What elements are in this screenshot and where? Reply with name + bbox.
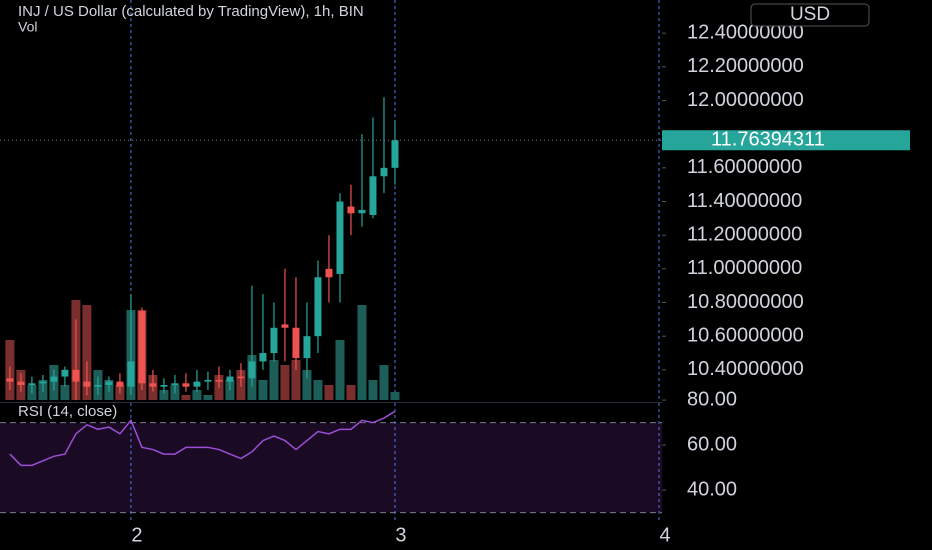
candle-body bbox=[226, 376, 234, 382]
rsi-tick-label: 80.00 bbox=[687, 388, 737, 410]
y-tick-label: 11.40000000 bbox=[687, 190, 802, 212]
candle-body bbox=[380, 167, 388, 177]
candle-body bbox=[237, 376, 245, 379]
candle-body bbox=[292, 327, 300, 359]
y-tick-label: 11.00000000 bbox=[687, 257, 802, 279]
candle-body bbox=[193, 381, 201, 387]
x-tick-label: 2 bbox=[131, 524, 142, 546]
currency-button[interactable] bbox=[750, 3, 870, 27]
candle-body bbox=[149, 383, 157, 387]
candle-body bbox=[182, 383, 190, 387]
candle-body bbox=[28, 383, 36, 385]
candle-body bbox=[105, 381, 113, 385]
volume-bar bbox=[269, 360, 279, 400]
volume-bar bbox=[302, 370, 312, 400]
candle-body bbox=[39, 381, 47, 384]
candle-body bbox=[6, 378, 14, 382]
y-tick-label: 12.40000000 bbox=[687, 21, 804, 43]
candle-body bbox=[248, 361, 256, 379]
volume-bar bbox=[203, 395, 213, 400]
candle-body bbox=[61, 369, 69, 377]
volume-bar bbox=[291, 360, 301, 400]
volume-bar bbox=[324, 385, 334, 400]
candle-body bbox=[127, 361, 135, 387]
candle-body bbox=[204, 379, 212, 382]
y-tick-label: 10.40000000 bbox=[687, 358, 804, 380]
last-price-label: 11.76394311 bbox=[711, 129, 825, 151]
price-pane bbox=[0, 0, 662, 402]
y-tick-label: 12.20000000 bbox=[687, 55, 804, 77]
y-tick-label: 10.60000000 bbox=[687, 324, 804, 346]
candle-body bbox=[83, 381, 91, 387]
x-tick-label: 4 bbox=[659, 524, 670, 546]
candle-body bbox=[358, 209, 366, 214]
rsi-line bbox=[9, 410, 396, 467]
volume-bar bbox=[60, 385, 70, 400]
candle-body bbox=[270, 327, 278, 354]
rsi-label: RSI (14, close) bbox=[18, 403, 117, 420]
last-price-box bbox=[662, 130, 910, 151]
volume-bar bbox=[82, 305, 92, 400]
volume-bar bbox=[258, 380, 268, 400]
volume-bar bbox=[280, 365, 290, 400]
chart-title: INJ / US Dollar (calculated by TradingVi… bbox=[18, 3, 364, 20]
candle-body bbox=[303, 336, 311, 359]
volume-bar bbox=[357, 305, 367, 400]
volume-bar bbox=[335, 340, 345, 400]
rsi-band bbox=[0, 422, 662, 513]
candle-body bbox=[281, 324, 289, 328]
candle-body bbox=[50, 376, 58, 382]
rsi-tick-label: 60.00 bbox=[687, 433, 737, 455]
volume-bar bbox=[346, 385, 356, 400]
volume-bar bbox=[192, 390, 202, 400]
volume-label: Vol bbox=[18, 19, 37, 35]
y-tick-label: 11.20000000 bbox=[687, 223, 802, 245]
candle-body bbox=[325, 268, 333, 278]
candle-body bbox=[336, 201, 344, 274]
volume-bar bbox=[159, 390, 169, 400]
volume-bar bbox=[368, 380, 378, 400]
candle-body bbox=[138, 310, 146, 384]
volume-bar bbox=[181, 395, 191, 400]
y-tick-label: 12.00000000 bbox=[687, 89, 804, 111]
y-tick-label: 11.60000000 bbox=[687, 156, 802, 178]
candle-body bbox=[347, 206, 355, 214]
axes: 10.40000000 10.60000000 10.80000000 11.0000… bbox=[131, 21, 910, 546]
candle-body bbox=[160, 384, 168, 387]
candle-body bbox=[116, 381, 124, 387]
candle-body bbox=[391, 140, 399, 168]
candle-body bbox=[72, 369, 80, 382]
candle-body bbox=[17, 381, 25, 385]
candle-body bbox=[369, 176, 377, 215]
candle-body bbox=[314, 277, 322, 337]
candle-body bbox=[94, 384, 102, 387]
rsi-pane bbox=[0, 403, 662, 520]
candle-body bbox=[259, 353, 267, 362]
volume-bar bbox=[313, 380, 323, 400]
candle-body bbox=[215, 379, 223, 382]
volume-bar bbox=[379, 365, 389, 400]
currency-label[interactable]: USD bbox=[790, 4, 830, 25]
candle-body bbox=[171, 383, 179, 385]
rsi-tick-label: 40.00 bbox=[687, 478, 737, 500]
x-tick-label: 3 bbox=[395, 524, 406, 546]
y-tick-label: 10.80000000 bbox=[687, 291, 804, 313]
volume-bar bbox=[390, 392, 400, 400]
